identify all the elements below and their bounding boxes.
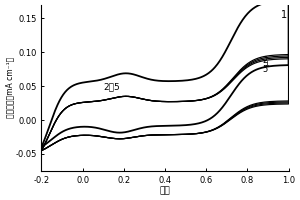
Text: ↓: ↓ xyxy=(263,60,270,69)
Text: 1: 1 xyxy=(281,10,287,20)
Text: 2: 2 xyxy=(263,56,268,65)
Text: 2～5: 2～5 xyxy=(103,83,120,92)
X-axis label: 电位: 电位 xyxy=(160,186,170,195)
Y-axis label: 电流密度（mA cm⁻¹）: 电流密度（mA cm⁻¹） xyxy=(5,57,14,118)
Text: 5: 5 xyxy=(263,65,268,74)
